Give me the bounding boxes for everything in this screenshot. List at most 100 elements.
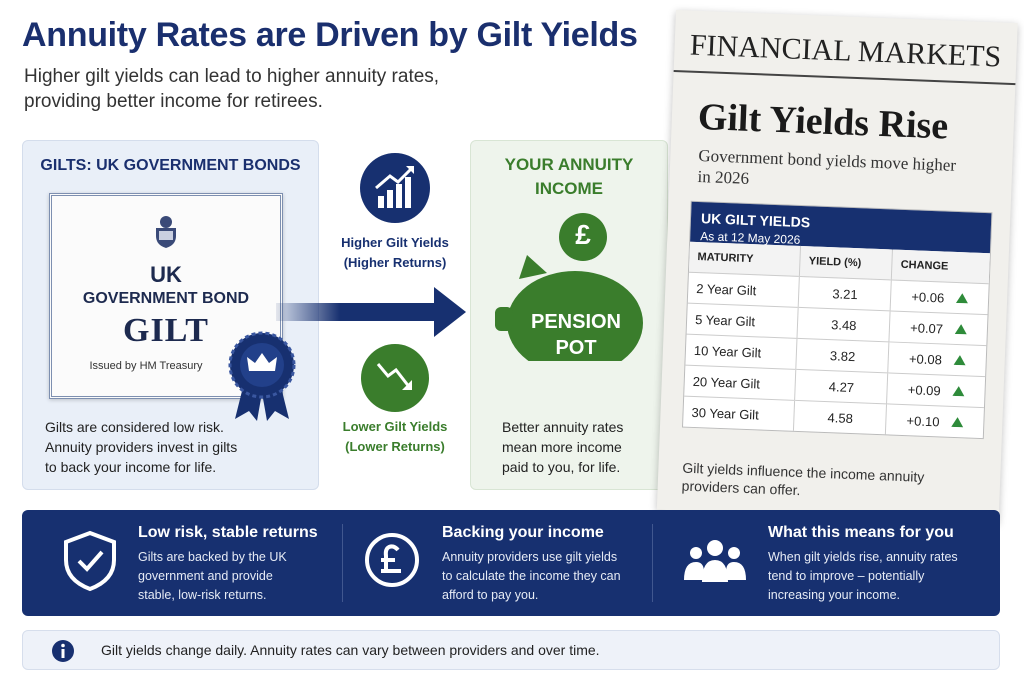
cell-text: 3.21 — [832, 285, 858, 302]
cell-text: 3.82 — [829, 347, 856, 364]
info-note: Gilt yields change daily. Annuity rates … — [22, 630, 1000, 670]
up-triangle — [953, 354, 966, 365]
seal-icon — [228, 331, 296, 421]
table-row: 2 Year Gilt 3.21 +0.06 — [687, 272, 989, 315]
table-cell: 4.27 — [794, 369, 889, 404]
cell-text: 3.48 — [830, 316, 857, 333]
headline: Gilt Yields Rise — [697, 95, 950, 148]
subtitle-line: Higher gilt yields can lead to higher an… — [24, 66, 440, 87]
header-cell: CHANGE — [891, 249, 990, 284]
table-body: MATURITY YIELD (%) CHANGE 2 Year Gilt 3.21 +0… — [683, 241, 990, 439]
cell-text: 2 Year Gilt — [696, 280, 757, 298]
pot-label: PENSION POT — [511, 309, 641, 361]
separator — [342, 524, 343, 602]
feature-body: Gilts are backed by the UK government an… — [138, 548, 318, 605]
feature-body: Annuity providers use gilt yields to cal… — [442, 548, 621, 605]
table-cell: +0.07 — [889, 310, 988, 346]
cell-text: 30 Year Gilt — [691, 404, 760, 422]
panel-heading: YOUR ANNUITY INCOME — [471, 153, 667, 201]
feature: What this means for you When gilt yields… — [768, 524, 958, 605]
cell-text: 10 Year Gilt — [693, 342, 762, 361]
table-cell: 10 Year Gilt — [685, 334, 798, 370]
table-cell: 30 Year Gilt — [683, 396, 795, 431]
cell-text: 4.27 — [828, 378, 855, 395]
people-icon — [684, 540, 746, 582]
label-sub: (Higher Returns) — [343, 255, 447, 270]
subtitle: Higher gilt yields can lead to higher an… — [24, 64, 439, 114]
feature-line: increasing your income. — [768, 588, 901, 602]
annuity-panel: YOUR ANNUITY INCOME £ PENSION POT Better… — [470, 140, 668, 490]
body-line: paid to you, for life. — [502, 459, 621, 475]
up-triangle — [954, 323, 967, 334]
table-row: 30 Year Gilt 4.58 +0.10 — [683, 396, 984, 439]
newspaper-footer: Gilt yields influence the income annuity… — [681, 459, 924, 504]
coin-symbol: £ — [575, 219, 591, 250]
feature-line: government and provide — [138, 569, 273, 583]
table-cell: 5 Year Gilt — [686, 303, 799, 339]
table-cell: 20 Year Gilt — [684, 365, 797, 401]
feature-title: What this means for you — [768, 524, 954, 541]
gilts-panel: GILTS: UK GOVERNMENT BONDS UK GOVERNMENT… — [22, 140, 319, 490]
body-line: to back your income for life. — [45, 459, 217, 475]
body-line: Better annuity rates — [502, 419, 624, 435]
body-line: mean more income — [502, 439, 622, 455]
table-row: 10 Year Gilt 3.82 +0.08 — [685, 334, 987, 377]
yield-table: UK GILT YIELDS As at 12 May 2026 MATURIT… — [681, 200, 993, 440]
pot-line: POT — [555, 337, 597, 359]
higher-label: Higher Gilt Yields (Higher Returns) — [320, 233, 470, 273]
pound-icon — [365, 533, 419, 587]
cell-text: +0.09 — [907, 381, 941, 398]
piggy-bank-icon — [495, 213, 643, 361]
table-cell: +0.10 — [885, 403, 984, 439]
body-line: Annuity providers invest in gilts — [45, 439, 238, 455]
body-line: Gilts are considered low risk. — [45, 419, 224, 435]
heading-line: INCOME — [535, 179, 603, 198]
arrow-shaft — [276, 303, 436, 321]
table-cell: +0.08 — [888, 341, 987, 377]
feature-body: When gilt yields rise, annuity rates ten… — [768, 548, 958, 605]
label: Lower Gilt Yields — [342, 419, 448, 434]
cell-text: 4.58 — [827, 409, 854, 426]
feature: Low risk, stable returns Gilts are backe… — [138, 524, 318, 605]
table-cell: 3.48 — [797, 307, 891, 342]
lower-label: Lower Gilt Yields (Lower Returns) — [320, 417, 470, 457]
table-cell: 2 Year Gilt — [687, 272, 800, 308]
newspaper: FINANCIAL MARKETS Gilt Yields Rise Gover… — [656, 10, 1018, 523]
table-row: 5 Year Gilt 3.48 +0.07 — [686, 303, 988, 346]
shield-icon — [64, 530, 116, 592]
up-icon — [360, 153, 430, 223]
flow-graphics — [276, 153, 466, 412]
crest-icon — [156, 216, 176, 248]
up-triangle — [951, 416, 964, 427]
cell-text: +0.08 — [908, 350, 943, 367]
header-cell: MATURITY — [688, 241, 801, 277]
panel-heading: GILTS: UK GOVERNMENT BONDS — [40, 157, 301, 174]
table-cell: 3.82 — [796, 338, 890, 373]
cell-text: +0.10 — [906, 412, 940, 429]
certificate-text: GILT — [123, 312, 209, 349]
feature-title: Low risk, stable returns — [138, 524, 318, 541]
cell-text: 5 Year Gilt — [694, 311, 756, 329]
certificate: UK GOVERNMENT BOND GILT Issued by HM Tre… — [49, 193, 283, 399]
table-row: 20 Year Gilt 4.27 +0.09 — [684, 365, 986, 408]
cell-text: +0.06 — [911, 288, 945, 306]
feature-line: Gilts are backed by the UK — [138, 550, 287, 564]
pot-line: PENSION — [530, 311, 622, 333]
table-cell: +0.06 — [890, 279, 989, 315]
feature: Backing your income Annuity providers us… — [442, 524, 621, 605]
feature-line: to calculate the income they can — [442, 569, 621, 583]
label-sub: (Lower Returns) — [345, 439, 445, 454]
feature-line: afford to pay you. — [442, 588, 539, 602]
table-cell: 4.58 — [793, 400, 887, 435]
deck: Government bond yields move higher in 20… — [697, 145, 956, 197]
cell-text: 20 Year Gilt — [692, 373, 761, 391]
table-cell: +0.09 — [886, 372, 986, 408]
subtitle-line: providing better income for retirees. — [24, 91, 323, 112]
label: Higher Gilt Yields — [341, 235, 449, 250]
feature-line: When gilt yields rise, annuity rates — [768, 550, 958, 564]
arrow-head — [434, 287, 466, 337]
table-cell: 3.21 — [798, 276, 892, 311]
header-cell: YIELD (%) — [799, 245, 893, 280]
panel-body: Gilts are considered low risk. Annuity p… — [45, 417, 237, 477]
